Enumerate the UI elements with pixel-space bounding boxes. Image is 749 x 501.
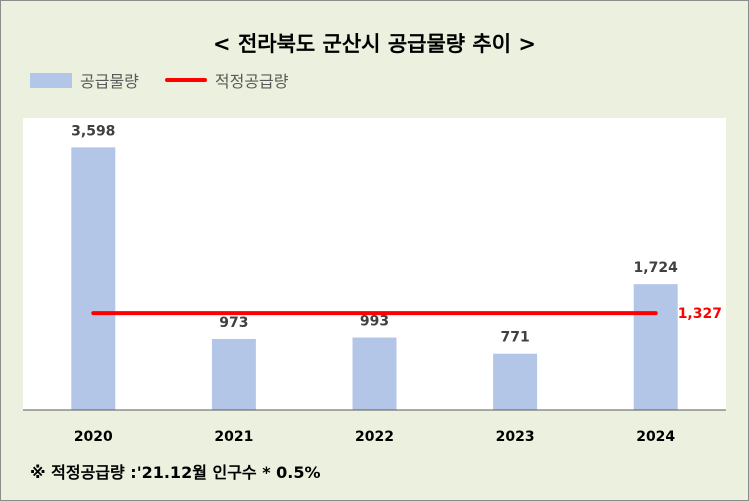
- bar-2022: [352, 337, 397, 410]
- footnote: ※ 적정공급량 :'21.12월 인구수 * 0.5%: [30, 463, 321, 482]
- proper-supply-label: 1,327: [678, 306, 722, 322]
- bar-2021: [211, 338, 256, 410]
- data-label-2022: 993: [360, 314, 389, 330]
- legend-swatch-bar: [30, 72, 72, 88]
- x-tick-label-2020: 2020: [74, 429, 113, 445]
- bar-2024: [633, 284, 678, 410]
- x-tick-label-2021: 2021: [214, 429, 253, 445]
- legend-label-supply: 공급물량: [80, 72, 139, 91]
- data-label-2024: 1,724: [634, 260, 679, 276]
- x-tick-label-2023: 2023: [496, 429, 535, 445]
- x-tick-label-2024: 2024: [636, 429, 675, 445]
- legend: 공급물량 적정공급량: [30, 68, 289, 92]
- x-tick-label-2022: 2022: [355, 429, 394, 445]
- labels-group: 3,598 2020 973 2021 993 2022 771 2023 1,724 2024 1…: [71, 123, 722, 445]
- bars-group: [71, 147, 678, 410]
- bar-2023: [493, 353, 538, 410]
- legend-swatch-line: [164, 78, 207, 82]
- chart-title: < 전라북도 군산시 공급물량 추이 >: [213, 32, 536, 56]
- data-label-2023: 771: [500, 330, 529, 346]
- data-label-2020: 3,598: [71, 123, 115, 139]
- bar-2020: [71, 147, 116, 410]
- data-label-2021: 973: [219, 315, 248, 331]
- legend-label-proper: 적정공급량: [214, 72, 289, 91]
